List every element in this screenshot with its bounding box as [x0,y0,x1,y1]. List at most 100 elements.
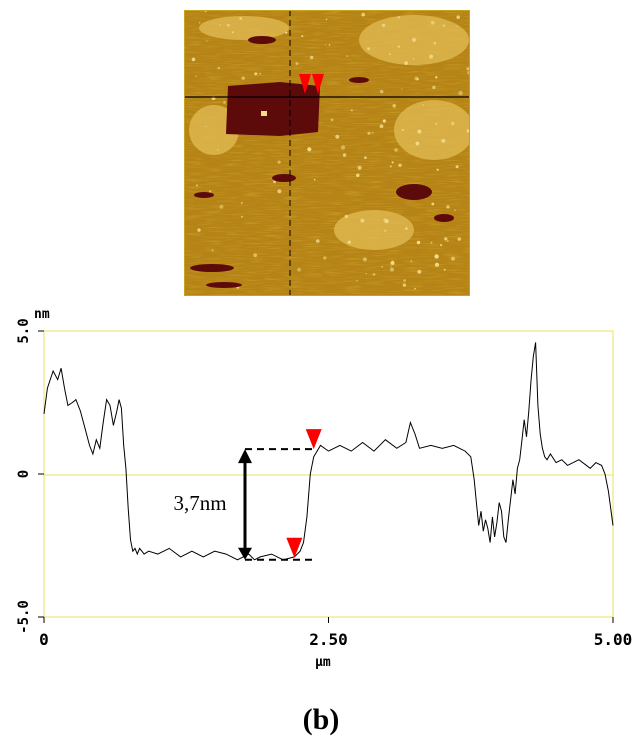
afm-particle [371,132,374,134]
height-profile-chart: 5.00-5.0 0 2.50 5.00 nm µm 3,7nm [16,307,633,670]
afm-particle [277,160,281,164]
afm-particle [433,42,436,45]
afm-particle [325,18,328,21]
afm-particle [390,266,392,268]
afm-particle [417,269,422,274]
afm-image-frame [184,10,470,296]
afm-particle [241,76,246,80]
afm-particle [380,89,384,94]
afm-particle [205,125,207,128]
afm-particle [384,229,387,232]
afm-particle [323,256,327,260]
afm-particle [442,24,446,27]
afm-particle [196,184,198,187]
y-tick-label: -5.0 [16,600,32,634]
afm-particle [404,61,408,65]
afm-particle [231,31,234,34]
afm-particle [297,267,301,272]
afm-particle [444,237,448,241]
afm-particle [301,35,304,38]
afm-particle [417,129,422,134]
afm-particle [403,279,406,282]
x-tick-label: 5.00 [594,630,633,649]
afm-particle [412,37,417,42]
afm-pit-small-6 [194,192,214,198]
afm-particle [313,178,316,181]
afm-particle [365,273,367,275]
afm-particle [430,20,435,25]
afm-particle [457,237,461,241]
afm-particle [346,55,349,58]
afm-particle [364,156,367,160]
afm-particle [389,165,392,168]
afm-particle [414,287,416,290]
afm-particle [295,62,299,66]
afm-particle [239,17,243,20]
afm-particle [401,129,404,131]
arrow-head-down [238,547,252,560]
afm-pit-small-2 [396,184,432,200]
afm-particle [383,218,387,222]
afm-square-pit [226,82,320,136]
afm-particle [356,279,358,282]
step-height-annotation: 3,7nm [173,429,322,561]
afm-particle [217,66,221,70]
afm-particle [381,265,384,268]
afm-particle [446,205,450,209]
afm-particle [410,260,413,262]
afm-particle [211,249,214,252]
afm-particle [447,240,449,242]
afm-topography-image [184,10,470,296]
afm-particle [307,147,312,152]
afm-particle [219,204,224,209]
y-axis-ticks: 5.0 0 -5.0 [16,318,44,634]
afm-particle [356,173,360,178]
afm-particle [367,47,370,51]
afm-particle [360,218,365,223]
afm-particle [397,45,400,48]
step-height-label: 3,7nm [173,491,226,515]
afm-particle [310,55,314,60]
afm-particle [405,227,408,230]
afm-particle [456,25,458,27]
afm-pits [190,36,454,288]
afm-particle [362,257,367,262]
afm-particle [414,76,419,81]
afm-particle [285,31,288,34]
afm-particle [344,214,348,219]
afm-particle [195,75,198,78]
afm-particle [240,215,244,218]
afm-particle [372,273,376,276]
arrow-head-up [238,449,252,464]
afm-particle [435,122,438,125]
afm-particle [277,189,282,194]
afm-particle [436,168,439,171]
afm-particle [422,104,425,106]
afm-pit-small-3 [272,174,296,182]
afm-particle [454,209,456,212]
afm-particle [389,53,391,55]
afm-particle [197,228,201,232]
panel-label: (b) [302,703,340,736]
x-tick-label: 2.50 [309,630,348,649]
afm-particle [357,165,362,170]
afm-particle [394,148,398,152]
afm-particle [367,131,371,135]
y-axis-label: nm [34,307,50,322]
afm-particle [391,161,394,164]
afm-particle [226,23,230,27]
x-tick-label: 0 [39,630,49,649]
afm-particle [342,153,347,157]
afm-pit-small-7 [206,282,242,288]
afm-pit-small-5 [349,77,369,83]
afm-particle [397,16,400,19]
afm-particle [240,202,243,204]
afm-particle [402,283,407,287]
red-triangle-marker-2 [305,429,322,450]
afm-particle [390,261,395,265]
afm-particle [253,253,258,258]
profile-line [43,342,614,561]
afm-particle [199,22,201,24]
afm-particle [217,149,219,151]
afm-particle [435,262,439,267]
